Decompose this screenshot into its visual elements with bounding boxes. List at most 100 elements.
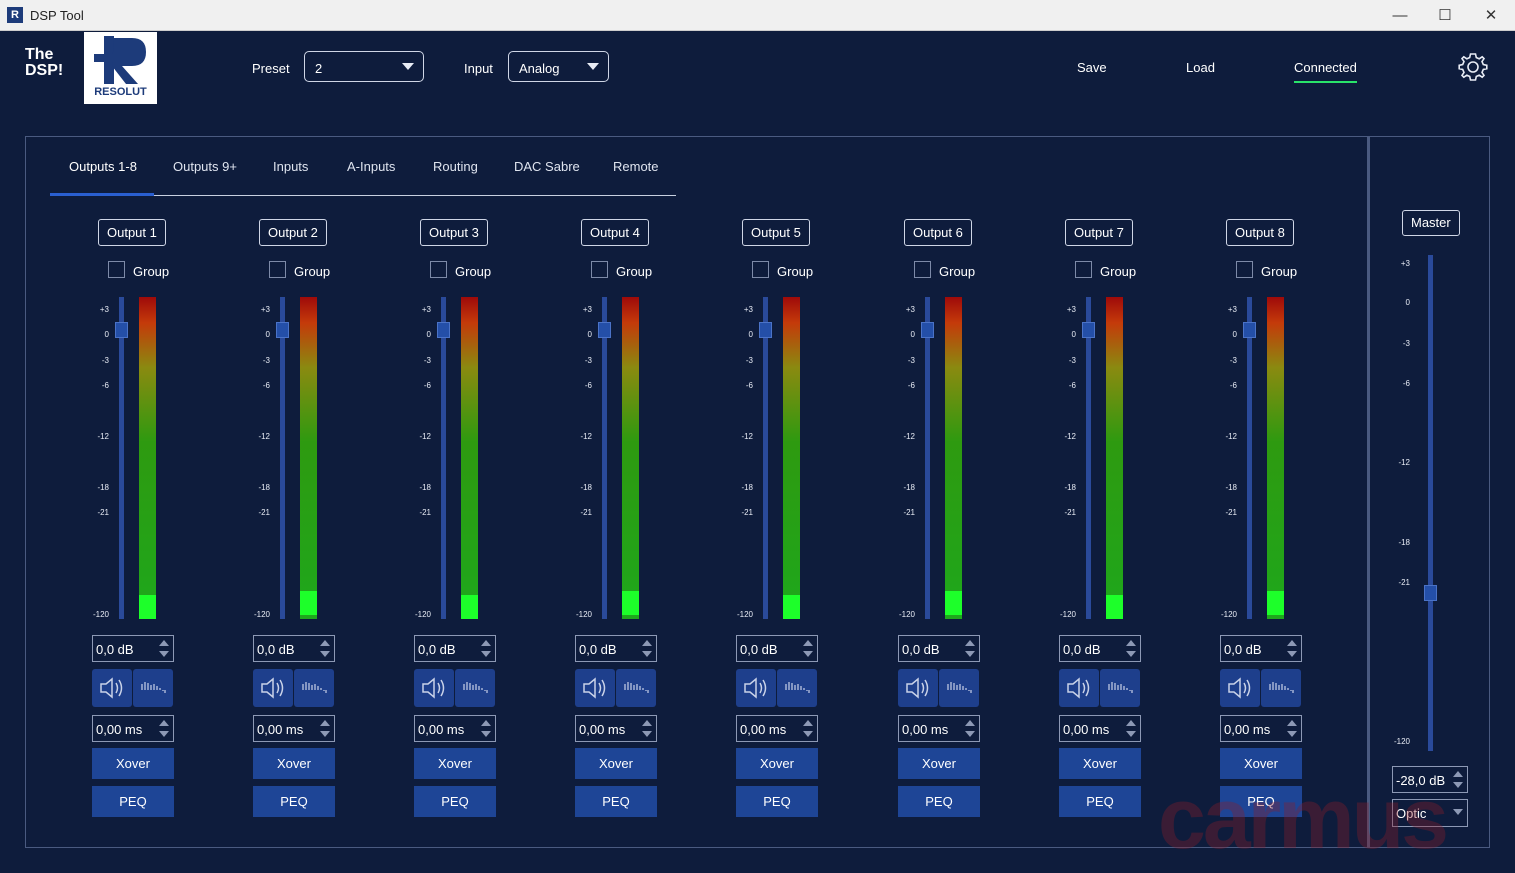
gain-spinbox[interactable]: 0,0 dB <box>575 635 657 662</box>
output-name-button[interactable]: Output 8 <box>1226 219 1294 246</box>
mute-button[interactable] <box>92 669 132 707</box>
delay-spinbox[interactable]: 0,00 ms <box>1059 715 1141 742</box>
group-checkbox[interactable] <box>1075 261 1092 278</box>
tab-inputs[interactable]: Inputs <box>273 159 309 174</box>
tab-a-inputs[interactable]: A-Inputs <box>347 159 396 174</box>
output-name-button[interactable]: Output 7 <box>1065 219 1133 246</box>
spin-up-icon[interactable] <box>803 640 813 646</box>
mute-button[interactable] <box>1059 669 1099 707</box>
delay-spinbox[interactable]: 0,00 ms <box>898 715 980 742</box>
gear-icon[interactable] <box>1458 52 1488 82</box>
group-checkbox[interactable] <box>914 261 931 278</box>
spin-down-icon[interactable] <box>1126 651 1136 657</box>
fader-track[interactable] <box>1086 297 1091 619</box>
spin-down-icon[interactable] <box>803 731 813 737</box>
spin-down-icon[interactable] <box>965 651 975 657</box>
spin-down-icon[interactable] <box>965 731 975 737</box>
gain-spinbox[interactable]: 0,0 dB <box>92 635 174 662</box>
delay-spinbox[interactable]: 0,00 ms <box>414 715 496 742</box>
save-button[interactable]: Save <box>1077 60 1107 75</box>
eq-curve-button[interactable] <box>455 669 495 707</box>
output-name-button[interactable]: Output 2 <box>259 219 327 246</box>
spin-up-icon[interactable] <box>965 720 975 726</box>
spin-down-icon[interactable] <box>320 731 330 737</box>
fader-track[interactable] <box>119 297 124 619</box>
fader-handle[interactable] <box>1082 322 1095 338</box>
output-name-button[interactable]: Output 4 <box>581 219 649 246</box>
master-gain-spinbox[interactable]: -28,0 dB <box>1392 766 1468 793</box>
spin-up-icon[interactable] <box>320 720 330 726</box>
fader-track[interactable] <box>280 297 285 619</box>
load-button[interactable]: Load <box>1186 60 1215 75</box>
output-name-button[interactable]: Output 1 <box>98 219 166 246</box>
xover-button[interactable]: Xover <box>1220 748 1302 779</box>
tab-outputs-9[interactable]: Outputs 9+ <box>173 159 237 174</box>
eq-curve-button[interactable] <box>1261 669 1301 707</box>
spin-down-icon[interactable] <box>1126 731 1136 737</box>
group-checkbox[interactable] <box>108 261 125 278</box>
spin-up-icon[interactable] <box>803 720 813 726</box>
fader-handle[interactable] <box>1243 322 1256 338</box>
mute-button[interactable] <box>898 669 938 707</box>
mute-button[interactable] <box>414 669 454 707</box>
tab-dac-sabre[interactable]: DAC Sabre <box>514 159 580 174</box>
fader-track[interactable] <box>925 297 930 619</box>
maximize-button[interactable]: ☐ <box>1438 7 1452 24</box>
peq-button[interactable]: PEQ <box>92 786 174 817</box>
spin-up-icon[interactable] <box>1453 771 1463 777</box>
spin-up-icon[interactable] <box>642 640 652 646</box>
eq-curve-button[interactable] <box>1100 669 1140 707</box>
eq-curve-button[interactable] <box>777 669 817 707</box>
gain-spinbox[interactable]: 0,0 dB <box>1220 635 1302 662</box>
spin-up-icon[interactable] <box>481 640 491 646</box>
peq-button[interactable]: PEQ <box>898 786 980 817</box>
delay-spinbox[interactable]: 0,00 ms <box>1220 715 1302 742</box>
tab-routing[interactable]: Routing <box>433 159 478 174</box>
output-name-button[interactable]: Output 5 <box>742 219 810 246</box>
master-source-select[interactable]: Optic <box>1392 799 1468 827</box>
peq-button[interactable]: PEQ <box>1220 786 1302 817</box>
spin-down-icon[interactable] <box>481 651 491 657</box>
group-checkbox[interactable] <box>269 261 286 278</box>
delay-spinbox[interactable]: 0,00 ms <box>253 715 335 742</box>
spin-up-icon[interactable] <box>320 640 330 646</box>
delay-spinbox[interactable]: 0,00 ms <box>575 715 657 742</box>
spin-down-icon[interactable] <box>159 731 169 737</box>
delay-spinbox[interactable]: 0,00 ms <box>736 715 818 742</box>
output-name-button[interactable]: Output 3 <box>420 219 488 246</box>
preset-select[interactable]: 2 <box>304 51 424 82</box>
xover-button[interactable]: Xover <box>575 748 657 779</box>
fader-handle[interactable] <box>115 322 128 338</box>
fader-track[interactable] <box>763 297 768 619</box>
group-checkbox[interactable] <box>1236 261 1253 278</box>
master-fader-handle[interactable] <box>1424 585 1437 601</box>
peq-button[interactable]: PEQ <box>1059 786 1141 817</box>
spin-down-icon[interactable] <box>1453 782 1463 788</box>
input-select[interactable]: Analog <box>508 51 609 82</box>
peq-button[interactable]: PEQ <box>736 786 818 817</box>
master-fader-track[interactable] <box>1428 255 1433 751</box>
spin-up-icon[interactable] <box>642 720 652 726</box>
spin-up-icon[interactable] <box>159 640 169 646</box>
xover-button[interactable]: Xover <box>92 748 174 779</box>
mute-button[interactable] <box>575 669 615 707</box>
spin-up-icon[interactable] <box>159 720 169 726</box>
fader-track[interactable] <box>441 297 446 619</box>
spin-up-icon[interactable] <box>965 640 975 646</box>
gain-spinbox[interactable]: 0,0 dB <box>1059 635 1141 662</box>
spin-down-icon[interactable] <box>320 651 330 657</box>
eq-curve-button[interactable] <box>294 669 334 707</box>
gain-spinbox[interactable]: 0,0 dB <box>253 635 335 662</box>
spin-down-icon[interactable] <box>642 651 652 657</box>
spin-up-icon[interactable] <box>481 720 491 726</box>
fader-handle[interactable] <box>598 322 611 338</box>
spin-up-icon[interactable] <box>1126 640 1136 646</box>
spin-down-icon[interactable] <box>1287 651 1297 657</box>
delay-spinbox[interactable]: 0,00 ms <box>92 715 174 742</box>
group-checkbox[interactable] <box>430 261 447 278</box>
mute-button[interactable] <box>736 669 776 707</box>
fader-track[interactable] <box>1247 297 1252 619</box>
peq-button[interactable]: PEQ <box>575 786 657 817</box>
peq-button[interactable]: PEQ <box>253 786 335 817</box>
eq-curve-button[interactable] <box>133 669 173 707</box>
